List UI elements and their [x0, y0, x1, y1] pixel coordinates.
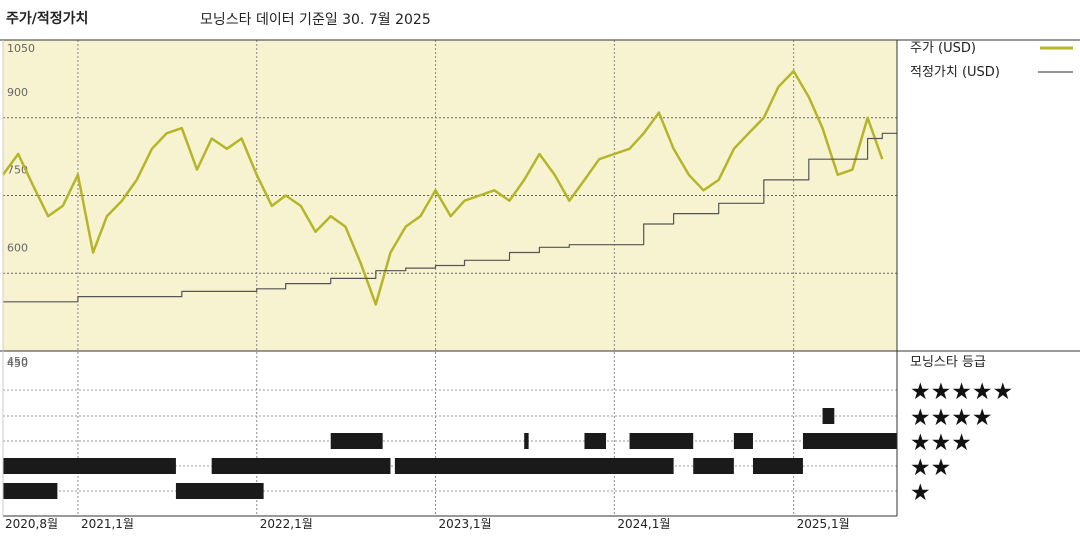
- x-tick-label: 2021,1월: [81, 517, 134, 531]
- x-tick-label: 2023,1월: [439, 517, 492, 531]
- x-tick-label: 2024,1월: [617, 517, 670, 531]
- rating-bar: [211, 458, 391, 474]
- rating-bar: [330, 433, 383, 449]
- y-tick-label: 750: [7, 164, 28, 177]
- price-line: [1, 69, 884, 306]
- rating-bar: [802, 433, 897, 449]
- rating-bar: [3, 483, 58, 499]
- y-tick-label: 900: [7, 86, 28, 99]
- price-plot-area: [3, 40, 897, 351]
- chart-title: 주가/적정가치: [6, 11, 89, 27]
- rating-bar: [3, 458, 176, 474]
- rating-bar: [693, 458, 734, 474]
- rating-bar: [524, 433, 529, 449]
- x-tick-label: 2022,1월: [260, 517, 313, 531]
- x-tick-label: 2020,8월: [5, 517, 58, 531]
- rating-bar: [733, 433, 753, 449]
- legend-price-label: 주가 (USD): [910, 41, 976, 56]
- chart-subtitle: 모닝스타 데이터 기준일 30. 7월 2025: [200, 12, 431, 28]
- rating-bar: [175, 483, 264, 499]
- rating-row-label: ★★★★★: [910, 379, 1013, 405]
- fair-value-line: [3, 132, 897, 303]
- y-tick-label: 600: [7, 241, 28, 254]
- x-tick-label: 2025,1월: [797, 517, 850, 531]
- rating-row-label: ★★★: [910, 430, 972, 456]
- rating-bar: [822, 408, 835, 424]
- rating-row-label: ★: [910, 480, 931, 506]
- rating-bar: [752, 458, 803, 474]
- rating-bar: [394, 458, 674, 474]
- rating-title: 모닝스타 등급: [910, 355, 986, 370]
- y-tick-label: 450: [7, 357, 28, 370]
- legend-fair-value-label: 적정가치 (USD): [910, 65, 1000, 80]
- rating-row-label: ★★★★: [910, 405, 992, 431]
- rating-bar: [584, 433, 607, 449]
- rating-row-label: ★★: [910, 455, 951, 481]
- y-tick-label: 450: [7, 355, 28, 368]
- rating-bar: [629, 433, 694, 449]
- y-tick-label: 1050: [7, 42, 35, 55]
